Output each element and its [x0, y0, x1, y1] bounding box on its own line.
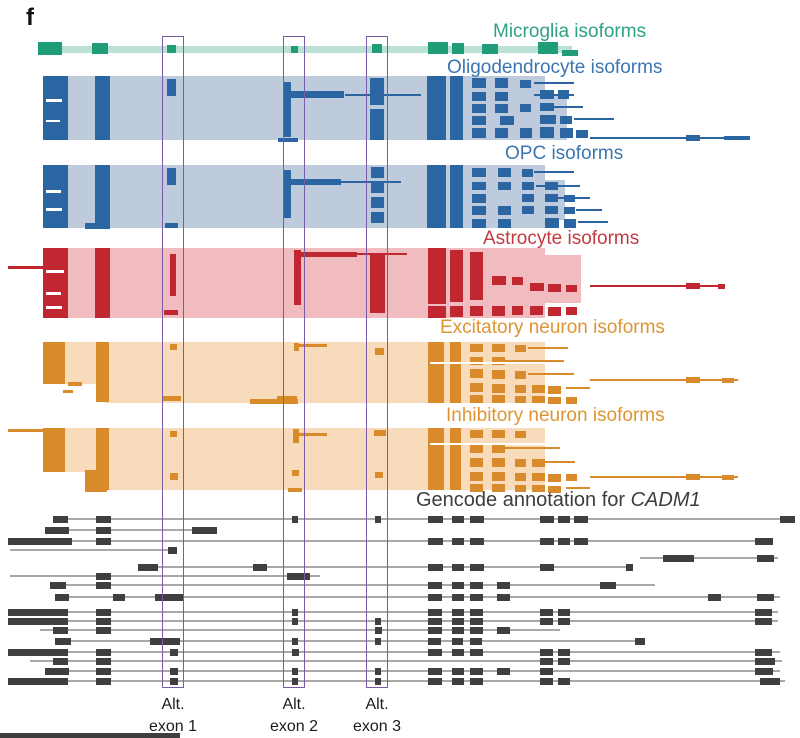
inhibitory-neuron-track	[8, 428, 738, 493]
inhibitory-neuron-label: Inhibitory neuron isoforms	[446, 405, 665, 426]
alt-exon-2-label: Alt. exon 2	[249, 694, 339, 737]
astrocyte-track	[8, 248, 725, 318]
astrocyte-label: Astrocyte isoforms	[483, 228, 640, 249]
gencode-annotation-track	[0, 516, 795, 738]
alt-exon-3-line1: Alt.	[365, 696, 389, 713]
microglia-label: Microglia isoforms	[493, 21, 647, 42]
alt-exon-1-line2: exon 1	[148, 717, 198, 735]
alt-exon-3-label: Alt. exon 3	[332, 694, 422, 737]
excitatory-neuron-track	[43, 342, 738, 404]
alt-exon-2-line1: Alt.	[282, 696, 306, 713]
oligodendrocyte-track	[43, 76, 750, 142]
opc-label: OPC isoforms	[505, 143, 624, 164]
oligodendrocyte-label: Oligodendrocyte isoforms	[447, 57, 663, 78]
microglia-track	[38, 42, 578, 56]
gene-name: CADM1	[630, 489, 701, 511]
alt-exon-2-line2: exon 2	[269, 717, 319, 735]
alt-exon-3-box	[366, 36, 388, 688]
panel-letter: f	[26, 4, 34, 31]
alt-exon-3-line2: exon 3	[352, 717, 402, 735]
alt-exon-1-line1: Alt.	[161, 696, 185, 713]
gencode-label: Gencode annotation for CADM1	[416, 489, 701, 512]
gencode-label-text: Gencode annotation for	[416, 489, 631, 511]
alt-exon-2-box	[283, 36, 305, 688]
alt-exon-1-label: Alt. exon 1	[128, 694, 218, 737]
opc-track	[43, 165, 608, 229]
excitatory-neuron-label: Excitatory neuron isoforms	[440, 317, 665, 338]
alt-exon-1-box	[162, 36, 184, 688]
